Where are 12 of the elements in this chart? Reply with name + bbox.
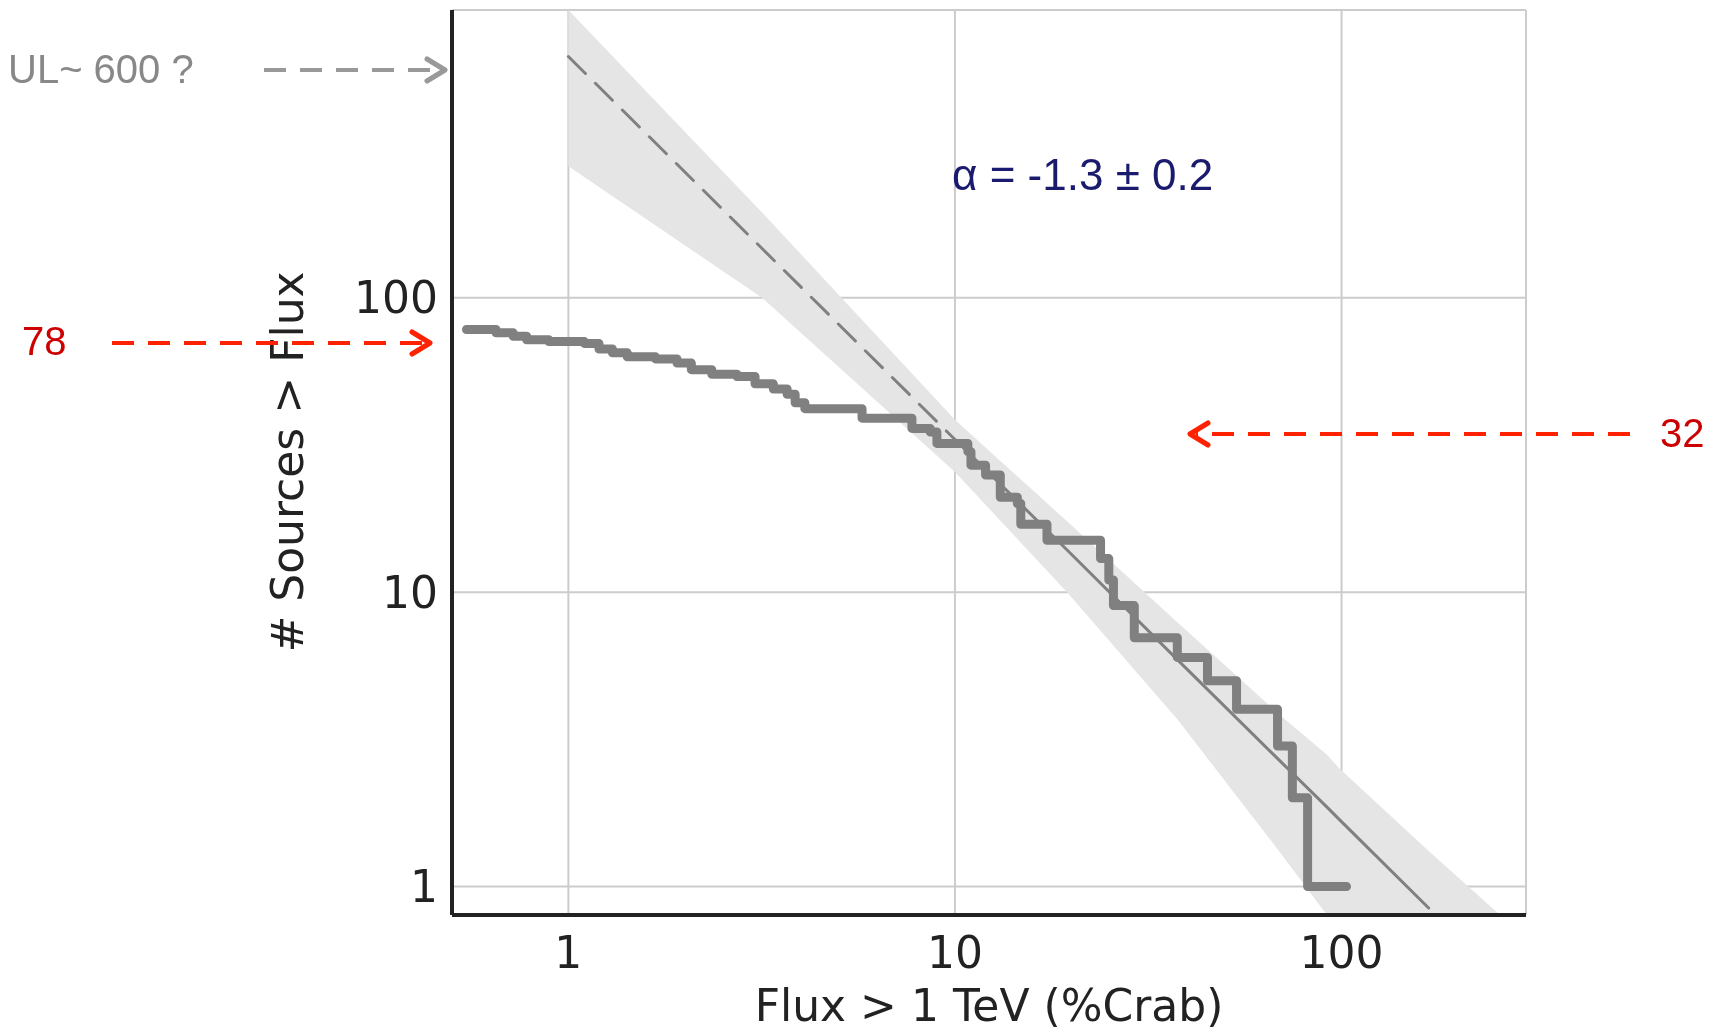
annotation: α = -1.3 ± 0.2 [952, 150, 1214, 199]
y-tick-label: 10 [382, 566, 438, 618]
y-axis-title: # Sources > Flux [262, 270, 314, 655]
text: 78 [22, 318, 67, 364]
x-tick-label: 10 [926, 927, 983, 979]
x-axis-title: Flux > 1 TeV (%Crab) [753, 980, 1225, 1031]
y-tick-label: 100 [354, 272, 438, 324]
y-tick-label: 1 [410, 861, 438, 913]
text: UL~ 600 ? [8, 46, 194, 92]
text: 32 [1660, 410, 1705, 456]
x-tick-label: 100 [1299, 927, 1384, 979]
x-tick-label: 1 [554, 927, 583, 979]
